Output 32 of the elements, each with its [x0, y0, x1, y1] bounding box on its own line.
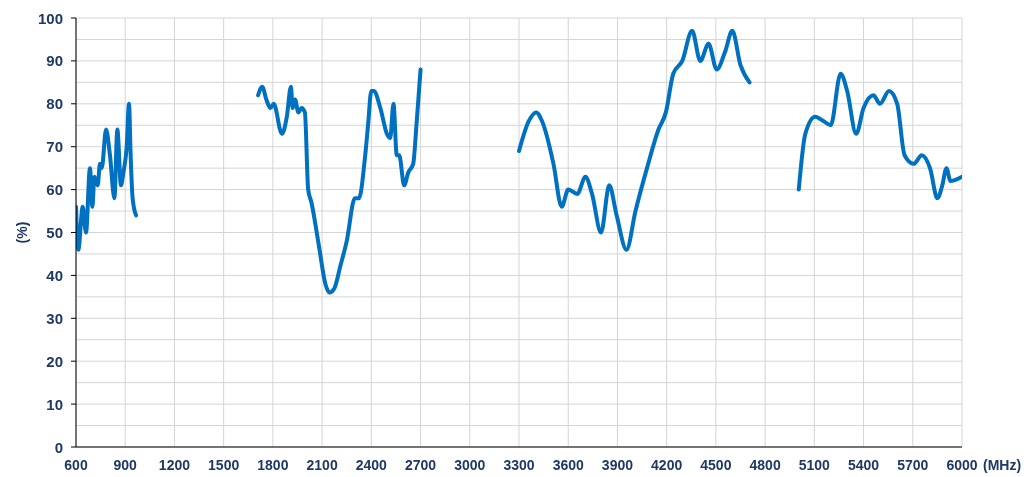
- y-tick-label: 50: [46, 224, 63, 241]
- y-axis-title: (%): [14, 221, 30, 244]
- y-tick-label: 10: [46, 395, 63, 413]
- x-tick-label: 3900: [601, 457, 634, 473]
- y-tick-label: 30: [46, 309, 63, 327]
- y-tick-label: 60: [46, 181, 63, 199]
- y-tick-label: 40: [46, 266, 63, 284]
- x-tick-label: 3000: [454, 457, 486, 473]
- x-tick-label: 900: [113, 457, 138, 473]
- x-axis-title: (MHz): [983, 457, 1022, 473]
- y-tick-label: 20: [46, 352, 63, 370]
- x-tick-label: 4200: [651, 457, 683, 473]
- y-tick-label: 90: [46, 52, 63, 70]
- x-tick-label: 2700: [404, 457, 437, 473]
- x-tick-label: 5100: [798, 457, 831, 473]
- x-tick-label: 4800: [749, 457, 781, 473]
- x-tick-label: 6000: [946, 457, 978, 473]
- x-tick-label: 5700: [897, 457, 929, 473]
- y-tick-label: 0: [54, 438, 63, 456]
- x-tick-label: 3300: [503, 457, 535, 473]
- x-tick-label: 1200: [158, 457, 191, 473]
- x-tick-label: 2400: [355, 457, 388, 473]
- y-tick-label: 70: [46, 138, 63, 156]
- x-tick-label: 4500: [700, 457, 732, 473]
- x-tick-label: 1800: [257, 457, 289, 473]
- y-tick-label: 80: [46, 95, 63, 113]
- x-tick-label: 600: [64, 457, 88, 473]
- x-tick-label: 5400: [847, 457, 880, 473]
- y-tick-label: 100: [37, 9, 63, 27]
- x-tick-label: 1500: [208, 457, 240, 473]
- x-tick-label: 2100: [306, 457, 338, 473]
- x-tick-label: 3600: [552, 457, 584, 473]
